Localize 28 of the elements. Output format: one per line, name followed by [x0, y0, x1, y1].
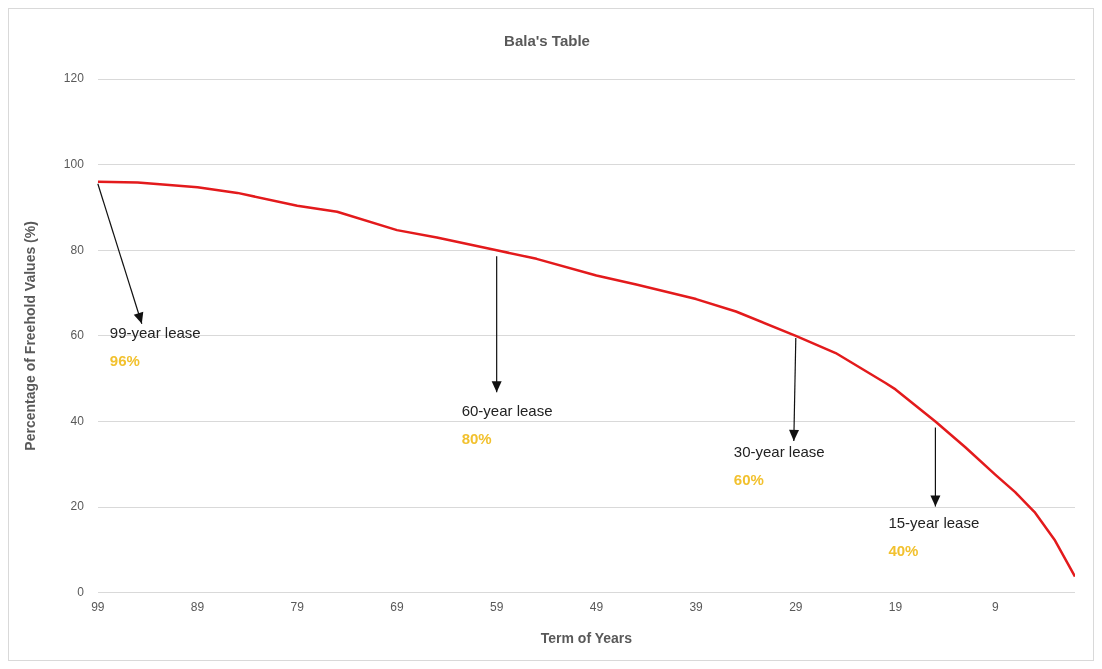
annotation: 60-year lease: [461, 402, 553, 420]
annotation: 80%: [461, 430, 492, 448]
y-tick-label: 120: [63, 71, 85, 86]
x-tick-label: 89: [190, 600, 205, 615]
y-tick-label: 0: [77, 585, 85, 600]
x-tick-label: 49: [589, 600, 604, 615]
x-tick-label: 69: [390, 600, 404, 615]
y-tick-label: 100: [63, 156, 85, 171]
annotation: 15-year lease: [888, 513, 980, 531]
annotation: 30-year lease: [733, 442, 825, 460]
y-tick-label: 40: [70, 413, 85, 428]
y-tick-label: 60: [70, 328, 85, 343]
annotation: 96%: [109, 351, 140, 369]
x-tick-label: 39: [689, 600, 704, 615]
x-tick-label: 59: [489, 600, 504, 615]
y-axis-title: Percentage of Freehold Values (%): [22, 221, 39, 451]
y-tick-label: 80: [70, 242, 85, 257]
x-tick-label: 9: [991, 600, 999, 615]
annotation: 99-year lease: [109, 323, 201, 341]
y-tick-label: 20: [70, 499, 85, 514]
x-axis-title: Term of Years: [540, 630, 633, 647]
x-tick-label: 19: [888, 600, 903, 615]
x-tick-label: 29: [789, 600, 803, 615]
annotation: 40%: [888, 541, 919, 559]
chart-title: Bala's Table: [504, 32, 590, 50]
x-tick-label: 79: [290, 600, 305, 615]
annotation: 60%: [733, 470, 764, 488]
x-tick-label: 99: [91, 600, 105, 615]
